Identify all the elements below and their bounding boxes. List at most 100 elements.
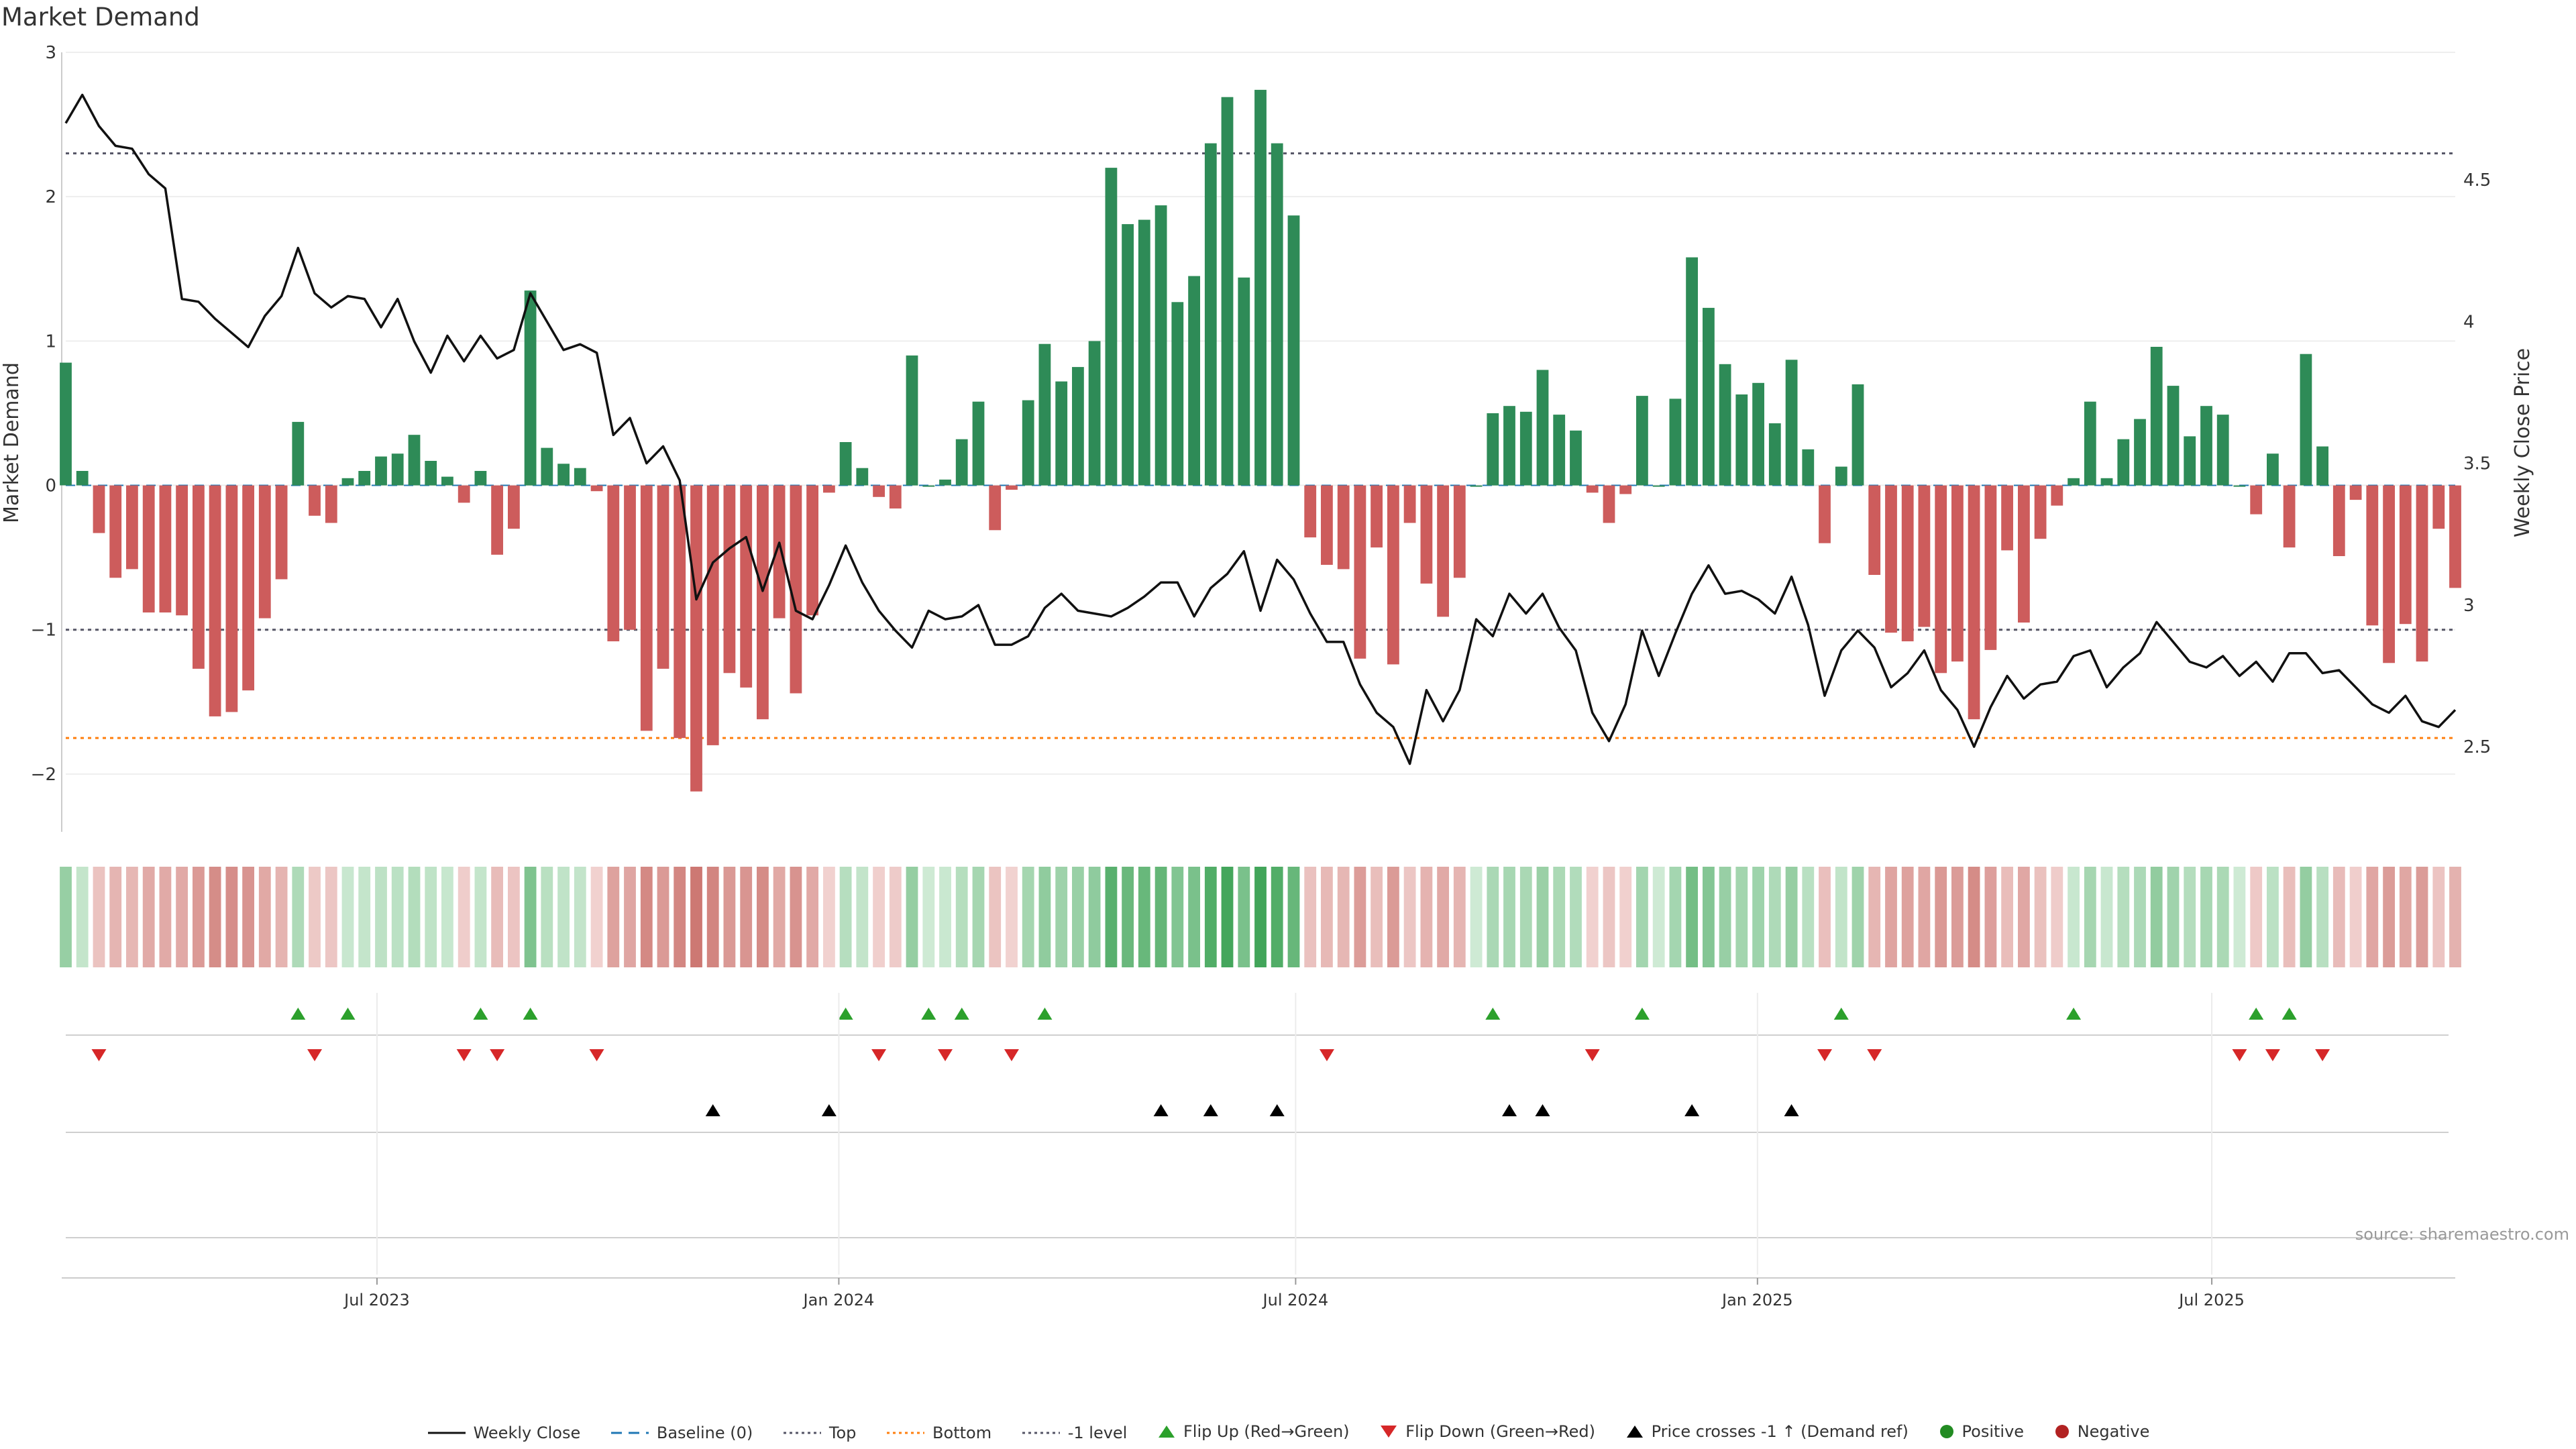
heat-cell	[325, 867, 337, 967]
demand-bar	[2051, 485, 2063, 506]
heat-cell	[1785, 867, 1798, 967]
demand-bar	[1188, 276, 1200, 486]
demand-bar	[1403, 485, 1416, 523]
heat-cell	[2383, 867, 2395, 967]
heat-cell	[1420, 867, 1433, 967]
heat-cell	[2134, 867, 2146, 967]
heat-cell	[723, 867, 736, 967]
heat-cell	[408, 867, 421, 967]
heat-cell	[524, 867, 537, 967]
flip-up-marker	[1833, 1008, 1849, 1020]
demand-bar	[425, 461, 437, 486]
flip-down-marker	[2315, 1049, 2330, 1061]
heat-cell	[1503, 867, 1515, 967]
demand-bar	[1553, 415, 1566, 486]
heat-cell	[242, 867, 254, 967]
heat-cell	[2100, 867, 2113, 967]
heat-cell	[309, 867, 321, 967]
demand-bar	[1088, 341, 1101, 486]
heat-cell	[76, 867, 89, 967]
legend-label: Flip Up (Red→Green)	[1183, 1422, 1350, 1441]
heat-cell	[574, 867, 586, 967]
heat-cell	[474, 867, 487, 967]
demand-bar	[1006, 485, 1018, 490]
heat-cell	[1337, 867, 1350, 967]
demand-bar	[624, 485, 636, 630]
demand-bar	[474, 471, 487, 486]
y-tick-label: −2	[31, 765, 56, 785]
left-y-axis-ticks: −2 −1 0 1 2 3	[31, 43, 56, 785]
legend-dotted-icon	[1022, 1432, 1060, 1434]
legend-label: Positive	[1962, 1422, 2025, 1441]
demand-bar	[375, 456, 387, 486]
demand-bar	[2150, 347, 2163, 486]
demand-bar	[1221, 97, 1234, 486]
heat-cell	[1006, 867, 1018, 967]
heat-cell	[773, 867, 786, 967]
demand-bar	[574, 468, 586, 486]
demand-bar	[1868, 485, 1881, 575]
legend-label: Weekly Close	[473, 1424, 581, 1442]
heat-cell	[1669, 867, 1682, 967]
demand-heat-strip	[60, 867, 2461, 967]
x-tick-label: Jan 2025	[1721, 1291, 1793, 1309]
heat-cell	[1354, 867, 1366, 967]
x-axis: Jul 2023 Jan 2024 Jul 2024 Jan 2025 Jul 2025	[62, 993, 2455, 1309]
heat-cell	[939, 867, 951, 967]
demand-bar	[939, 479, 951, 486]
demand-bar	[2068, 478, 2080, 486]
legend-dash-icon	[610, 1432, 649, 1434]
demand-bar	[2001, 485, 2013, 551]
flip-up-marker	[1634, 1008, 1650, 1020]
demand-bar	[2084, 401, 2096, 486]
demand-bar	[839, 442, 852, 486]
demand-bar	[1752, 382, 1764, 486]
heat-cell	[1735, 867, 1748, 967]
reference-lines	[66, 152, 2455, 739]
flip-down-marker	[456, 1049, 472, 1061]
legend-dotted-icon	[887, 1432, 925, 1434]
demand-bar	[358, 471, 371, 486]
demand-bar	[258, 485, 271, 619]
heat-cell	[1271, 867, 1283, 967]
demand-bar	[2316, 446, 2328, 486]
demand-bar	[2366, 485, 2379, 626]
demand-bar	[292, 421, 305, 486]
demand-bar	[773, 485, 786, 619]
legend-bottom: Bottom	[885, 1424, 991, 1442]
heat-cell	[109, 867, 122, 967]
demand-bar	[1487, 413, 1499, 486]
heat-cell	[375, 867, 387, 967]
demand-bar	[1271, 143, 1283, 486]
demand-bar	[1785, 360, 1798, 486]
heat-cell	[1968, 867, 1980, 967]
heat-cell	[441, 867, 453, 967]
legend-flip-up: Flip Up (Red→Green)	[1157, 1422, 1350, 1441]
heat-cell	[275, 867, 288, 967]
demand-bar	[790, 485, 802, 694]
demand-bar	[1968, 485, 1980, 720]
heat-cell	[1088, 867, 1101, 967]
heat-cell	[2216, 867, 2229, 967]
flip-down-marker	[1585, 1049, 1600, 1061]
heat-cell	[1072, 867, 1084, 967]
x-tick-label: Jan 2024	[802, 1291, 875, 1309]
legend-weekly-close: Weekly Close	[427, 1424, 581, 1442]
y2-tick-label: 3.5	[2463, 454, 2491, 474]
demand-bar	[1735, 394, 1748, 486]
heat-cell	[1453, 867, 1466, 967]
heat-cell	[1403, 867, 1416, 967]
left-axis-label: Market Demand	[0, 362, 23, 523]
demand-bar	[1354, 485, 1366, 659]
heat-cell	[1652, 867, 1665, 967]
demand-bar	[126, 485, 138, 570]
heat-cell	[425, 867, 437, 967]
heat-cell	[955, 867, 968, 967]
demand-bar	[2134, 419, 2146, 486]
demand-bar	[225, 485, 238, 712]
x-tick-label: Jul 2024	[1262, 1291, 1329, 1309]
demand-bar	[1022, 400, 1034, 486]
heat-cell	[1221, 867, 1234, 967]
heat-cell	[1387, 867, 1399, 967]
heat-cell	[2449, 867, 2461, 967]
